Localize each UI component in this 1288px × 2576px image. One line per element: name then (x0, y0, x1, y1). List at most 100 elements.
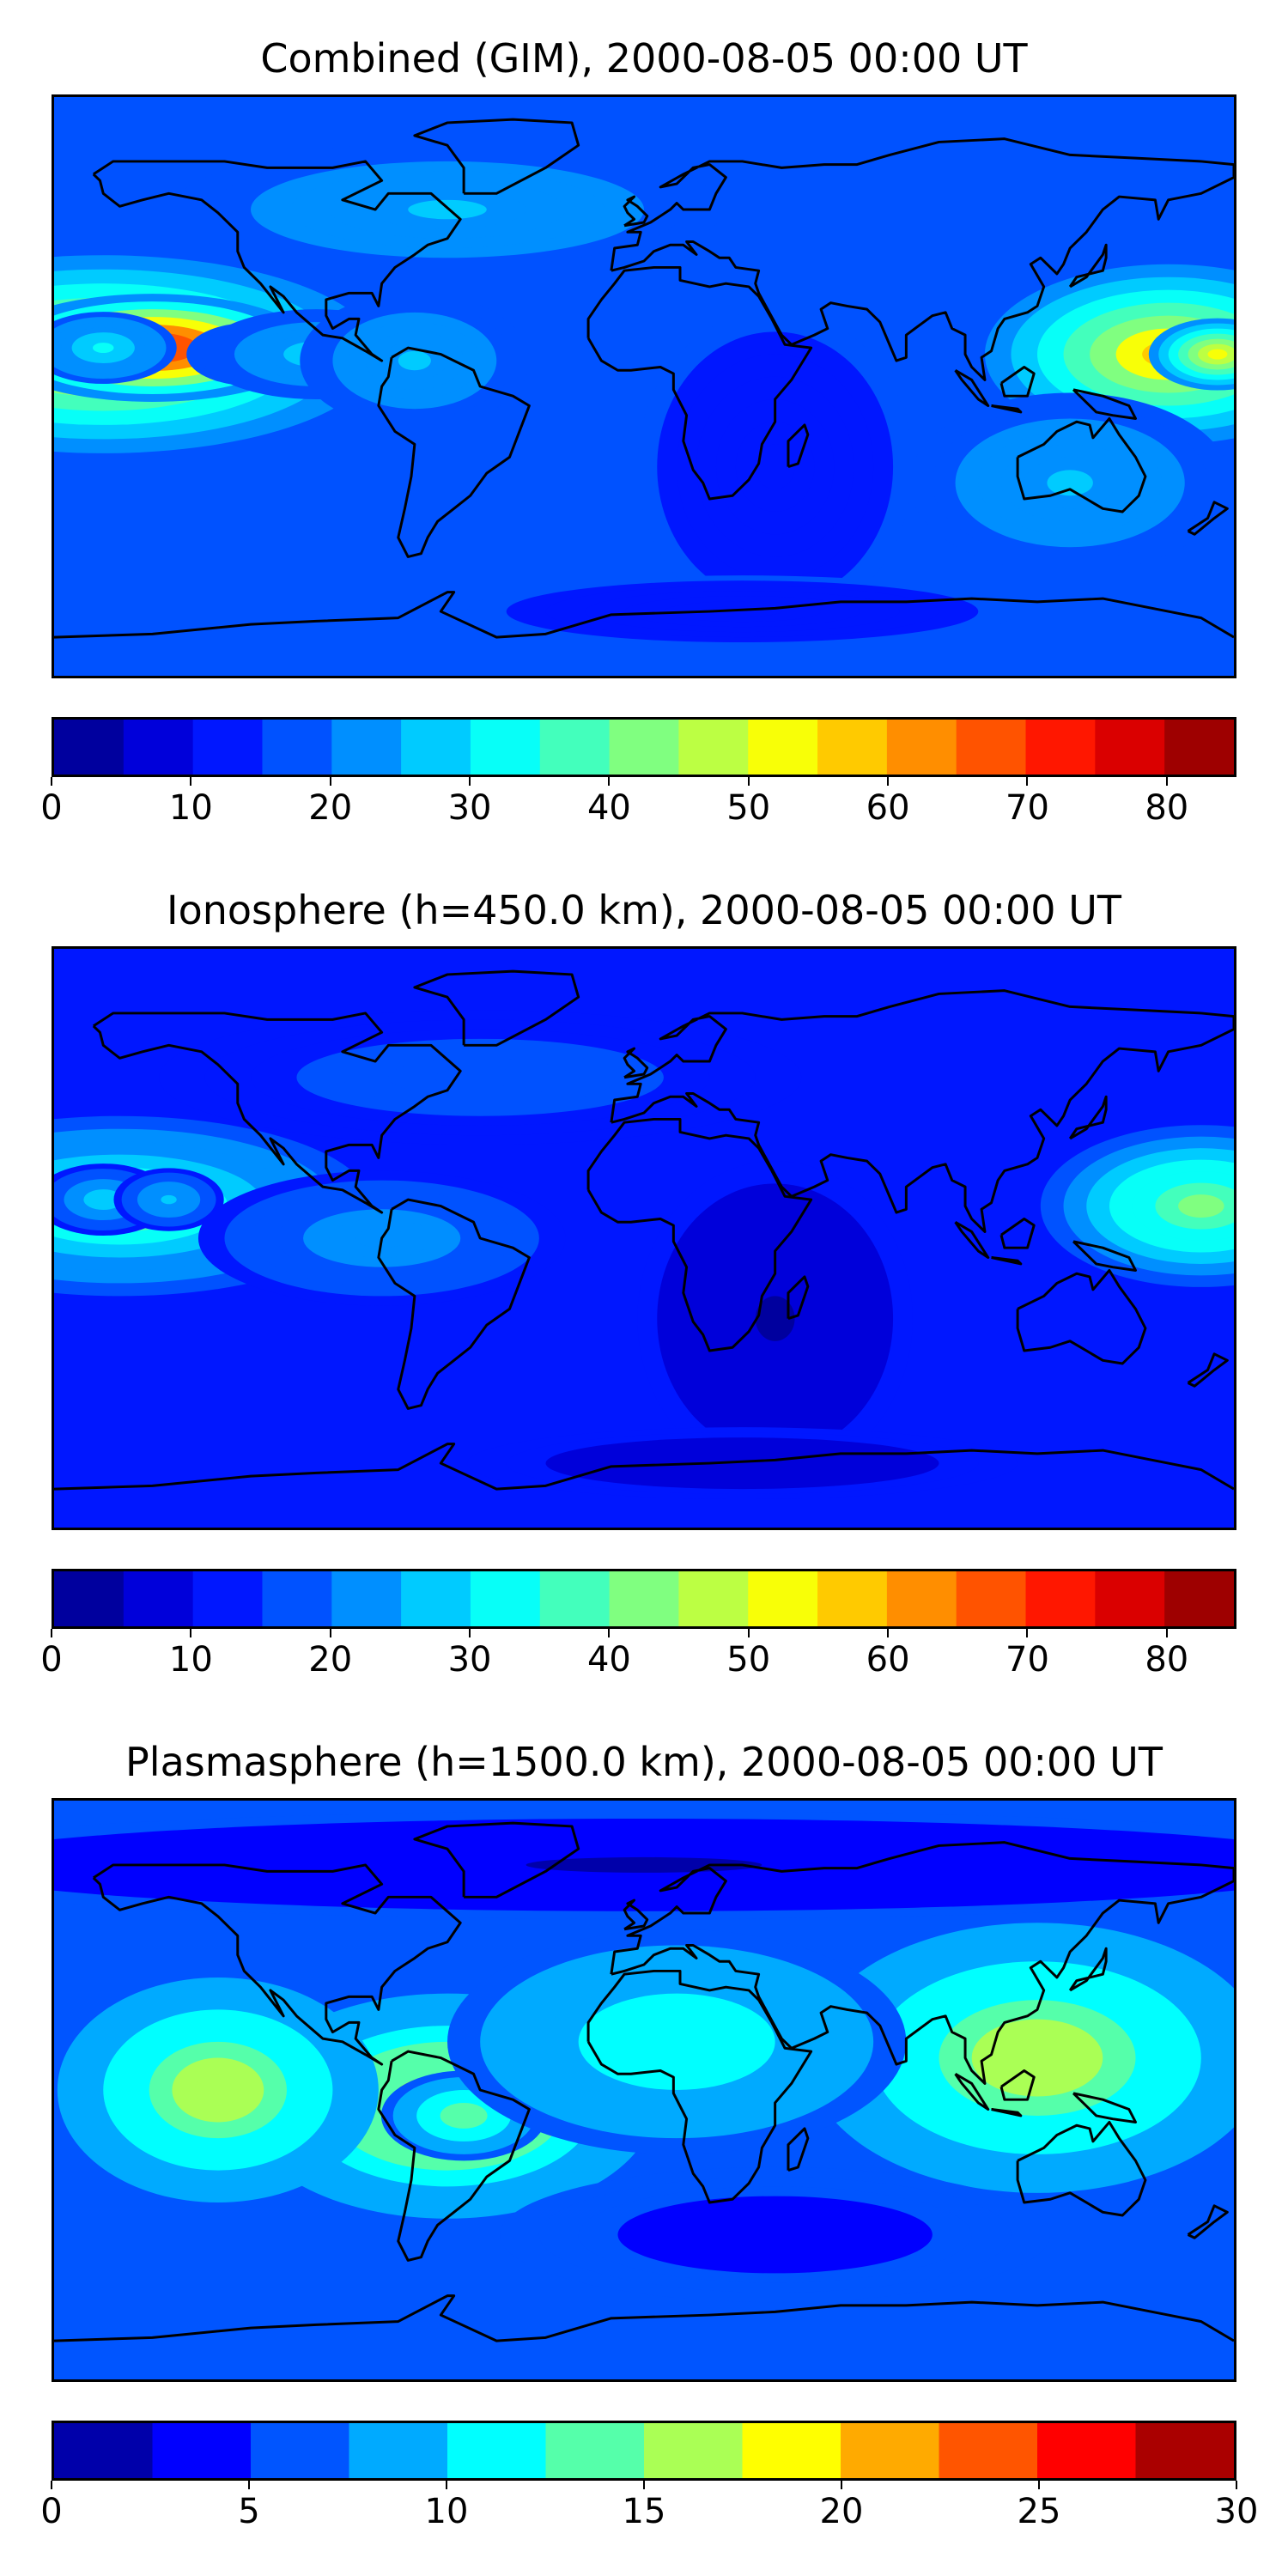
colorbar-tick-label: 30 (1214, 2492, 1259, 2531)
colorbar-ticks-ionosphere: 0 10 20 30 40 50 60 70 80 (40, 1629, 1236, 1680)
contour-level-4-6 (644, 2026, 710, 2058)
coastline-3 (586, 1969, 813, 2204)
coastline-8 (991, 404, 1023, 414)
colorbar-tick-mark (608, 1629, 611, 1637)
colorbar-tick-label: 30 (447, 788, 492, 828)
coastline-13 (623, 1047, 649, 1079)
colorbar-band-7 (742, 2423, 841, 2478)
colorbar-band-0 (54, 1571, 125, 1626)
coastline-4 (610, 137, 1234, 381)
contour-level-7-6 (1207, 349, 1228, 360)
colorbar-tick-label: 40 (586, 1640, 631, 1680)
colorbar-band-5 (401, 1571, 471, 1626)
coastline-3 (586, 1117, 813, 1352)
coastline-9 (999, 366, 1036, 398)
coastline-8 (991, 1256, 1023, 1266)
coastline-14 (787, 1275, 810, 1320)
colorbar-band-11 (817, 720, 888, 775)
colorbar-band-3 (262, 1571, 332, 1626)
colorbar-band-15 (1095, 720, 1165, 775)
coastline-11 (1068, 1947, 1108, 1992)
coastline-5 (1016, 2120, 1147, 2217)
colorbar-band-9 (678, 1571, 749, 1626)
coastline-12 (1187, 2204, 1229, 2239)
colorbar-band-6 (470, 1571, 541, 1626)
colorbar-band-4 (331, 1571, 402, 1626)
colorbar-plasmasphere (52, 2421, 1236, 2481)
coastline-2 (413, 969, 580, 1047)
coastline-9 (999, 1218, 1036, 1249)
colorbar-tick-label: 5 (238, 2492, 260, 2531)
coastline-7 (954, 2072, 990, 2111)
coastline-6 (54, 1443, 1234, 1491)
contour-level-1-6 (452, 2109, 476, 2123)
panel-title-plasmasphere: Plasmasphere (h=1500.0 km), 2000-08-05 0… (125, 1739, 1163, 1785)
coastline-0 (92, 1012, 462, 1214)
contour-level-6-6 (735, 2225, 815, 2245)
contour-level-2-6 (161, 1194, 177, 1205)
contour-level-2-6 (93, 343, 114, 354)
colorbar-tick-mark (887, 777, 890, 786)
colorbar-tick-mark (469, 1629, 471, 1637)
panel-title-combined: Combined (GIM), 2000-08-05 00:00 UT (260, 35, 1028, 82)
colorbar-tick-label: 70 (1005, 1640, 1049, 1680)
colorbar-tick-label: 0 (40, 788, 63, 828)
contour-level-5-6 (398, 350, 431, 371)
colorbar-band-13 (956, 1571, 1027, 1626)
coastline-11 (1068, 243, 1108, 289)
coastline-5 (1016, 1268, 1147, 1365)
coastline-13 (623, 1899, 649, 1931)
coastline-5 (1016, 416, 1147, 513)
coastline-2 (413, 118, 580, 195)
colorbar-band-2 (251, 2423, 350, 2478)
colorbar-ticks-combined: 0 10 20 30 40 50 60 70 80 (40, 777, 1236, 829)
coastline-13 (623, 195, 649, 228)
colorbar-ticks-plasmasphere: 0 5 10 15 20 25 30 (40, 2481, 1258, 2532)
contour-level-6-6 (755, 1296, 795, 1341)
coastline-0 (92, 160, 462, 362)
colorbar-tick-label: 10 (168, 1640, 213, 1680)
map-ionosphere (52, 946, 1236, 1530)
colorbar-tick-label: 0 (40, 2492, 63, 2531)
coastline-4 (610, 1841, 1234, 2085)
colorbar-band-11 (817, 1571, 888, 1626)
colorbar-tick-label: 15 (622, 2492, 666, 2531)
colorbar-tick-mark (329, 1629, 331, 1637)
coastline-14 (787, 423, 810, 468)
colorbar-tick-label: 30 (447, 1640, 492, 1680)
coastline-2 (413, 1821, 580, 1899)
colorbar-band-13 (956, 720, 1027, 775)
colorbar-tick-mark (1165, 777, 1168, 786)
colorbar-band-12 (886, 720, 957, 775)
coastline-3 (586, 265, 813, 501)
colorbar-tick-mark (469, 777, 471, 786)
colorbar-band-11 (1135, 2423, 1234, 2478)
panel-title-ionosphere: Ionosphere (h=450.0 km), 2000-08-05 00:0… (167, 887, 1121, 933)
colorbar-band-3 (349, 2423, 448, 2478)
colorbar-band-6 (644, 2423, 744, 2478)
map-plasmasphere (52, 1798, 1236, 2382)
colorbar-tick-label: 40 (586, 788, 631, 828)
contour-level-10-6 (755, 444, 795, 489)
coastline-11 (1068, 1095, 1108, 1140)
colorbar-tick-label: 60 (866, 1640, 910, 1680)
colorbar-band-0 (54, 720, 125, 775)
colorbar-tick-label: 25 (1017, 2492, 1061, 2531)
colorbar-band-9 (678, 720, 749, 775)
colorbar-tick-label: 80 (1145, 1640, 1189, 1680)
coastline-10 (1072, 2092, 1137, 2123)
colorbar-band-2 (192, 720, 264, 775)
colorbar-tick-mark (1236, 2481, 1237, 2489)
contour-level-8-6 (408, 199, 487, 220)
colorbar-band-7 (539, 720, 611, 775)
colorbar-tick-mark (51, 1629, 52, 1637)
coastline-14 (787, 2127, 810, 2172)
colorbar-band-16 (1164, 1571, 1234, 1626)
contour-level-5-6 (434, 1067, 526, 1088)
colorbar-band-1 (123, 1571, 194, 1626)
colorbar-tick-mark (1165, 1629, 1168, 1637)
colorbar-band-16 (1164, 720, 1234, 775)
coastline-1 (377, 346, 531, 558)
contour-level-1-6 (93, 1194, 113, 1206)
colorbar-tick-mark (446, 2481, 447, 2489)
